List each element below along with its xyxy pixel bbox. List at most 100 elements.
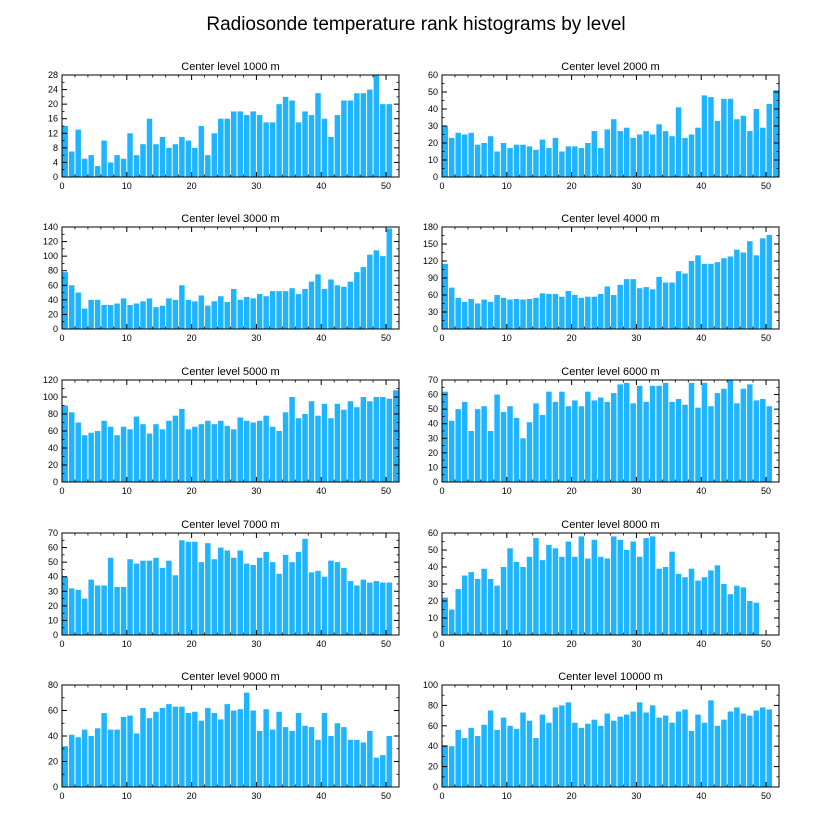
bar bbox=[714, 565, 721, 635]
bar bbox=[192, 711, 198, 787]
bar bbox=[211, 559, 218, 635]
bar bbox=[533, 297, 539, 329]
x-tick-label: 40 bbox=[316, 791, 326, 801]
bar bbox=[546, 293, 552, 329]
x-tick-label: 0 bbox=[59, 181, 64, 191]
bar bbox=[211, 133, 218, 177]
bar bbox=[295, 551, 302, 635]
bar bbox=[282, 554, 289, 635]
bar bbox=[185, 299, 192, 329]
bar bbox=[520, 144, 526, 177]
x-tick-label: 20 bbox=[567, 639, 577, 649]
bar bbox=[539, 714, 546, 787]
bar bbox=[276, 711, 282, 787]
x-tick-label: 20 bbox=[187, 333, 197, 343]
bar bbox=[747, 601, 753, 635]
bar bbox=[500, 567, 507, 635]
bar bbox=[734, 585, 740, 635]
bar bbox=[114, 155, 120, 177]
bar bbox=[289, 730, 295, 787]
bar bbox=[386, 228, 393, 329]
bar bbox=[636, 702, 643, 787]
bar bbox=[211, 713, 218, 787]
bar bbox=[585, 723, 591, 787]
panel-4: Center level 4000 m 0 10 20 30 40 50 0 30 60 90 120… bbox=[423, 213, 780, 343]
bar bbox=[269, 729, 276, 788]
bar bbox=[276, 431, 282, 482]
bar bbox=[334, 562, 341, 635]
bar bbox=[289, 397, 295, 482]
bar bbox=[636, 556, 643, 635]
bar bbox=[198, 424, 205, 482]
bar bbox=[282, 291, 289, 329]
bar bbox=[179, 136, 185, 177]
bar bbox=[185, 140, 192, 177]
y-tick-label: 120 bbox=[43, 237, 58, 247]
bar bbox=[179, 285, 185, 329]
y-tick-label: 40 bbox=[48, 572, 58, 582]
y-tick-label: 0 bbox=[433, 172, 438, 182]
x-tick-label: 10 bbox=[502, 486, 512, 496]
bar bbox=[75, 129, 81, 177]
bar bbox=[533, 738, 539, 787]
bar bbox=[442, 597, 448, 635]
bar bbox=[211, 301, 218, 329]
y-tick-label: 10 bbox=[428, 462, 438, 472]
bar bbox=[591, 296, 598, 329]
bar bbox=[649, 134, 656, 177]
bar bbox=[237, 709, 243, 787]
bar bbox=[146, 298, 153, 329]
bar bbox=[695, 714, 701, 787]
bar bbox=[721, 719, 727, 787]
bar bbox=[205, 707, 211, 787]
bar bbox=[727, 256, 734, 329]
bar bbox=[243, 692, 250, 787]
bar bbox=[617, 384, 623, 482]
bar bbox=[218, 420, 224, 482]
bar bbox=[153, 144, 159, 177]
x-tick-label: 0 bbox=[439, 181, 444, 191]
bar bbox=[354, 272, 360, 329]
bar bbox=[513, 144, 520, 177]
x-tick-label: 50 bbox=[381, 486, 391, 496]
x-tick-label: 10 bbox=[122, 639, 132, 649]
bar bbox=[753, 400, 760, 482]
panel-2: Center level 2000 m 0 10 20 30 40 50 0 10 20 30 40 5… bbox=[428, 61, 780, 191]
bar bbox=[701, 577, 708, 635]
bar bbox=[88, 432, 94, 482]
x-tick-label: 0 bbox=[439, 486, 444, 496]
y-tick-label: 0 bbox=[53, 324, 58, 334]
y-tick-label: 50 bbox=[428, 545, 438, 555]
bar bbox=[237, 299, 243, 329]
bar bbox=[243, 296, 250, 329]
bar bbox=[455, 297, 461, 329]
bar bbox=[146, 118, 153, 177]
bar bbox=[636, 288, 643, 329]
bar bbox=[682, 404, 688, 482]
bar bbox=[328, 136, 334, 177]
bar bbox=[636, 134, 643, 177]
bar bbox=[598, 397, 604, 482]
bar bbox=[727, 711, 734, 787]
x-tick-label: 30 bbox=[631, 181, 641, 191]
bar bbox=[256, 730, 263, 787]
bar bbox=[68, 588, 75, 635]
x-tick-label: 30 bbox=[631, 639, 641, 649]
bar bbox=[487, 136, 494, 177]
bar bbox=[347, 739, 354, 787]
bar bbox=[218, 719, 224, 787]
bar bbox=[714, 393, 721, 482]
bar bbox=[708, 700, 714, 787]
panel-10: Center level 10000 m 0 10 20 30 40 50 0 20 40 60 80… bbox=[423, 671, 780, 801]
bar bbox=[75, 422, 81, 482]
bar bbox=[308, 281, 315, 329]
x-tick-label: 40 bbox=[316, 181, 326, 191]
y-tick-label: 12 bbox=[48, 128, 58, 138]
bar bbox=[321, 713, 328, 787]
y-tick-label: 70 bbox=[48, 528, 58, 538]
bar bbox=[520, 712, 526, 787]
bar bbox=[714, 120, 721, 177]
bar bbox=[224, 550, 230, 635]
y-tick-label: 60 bbox=[428, 290, 438, 300]
y-tick-label: 0 bbox=[53, 172, 58, 182]
